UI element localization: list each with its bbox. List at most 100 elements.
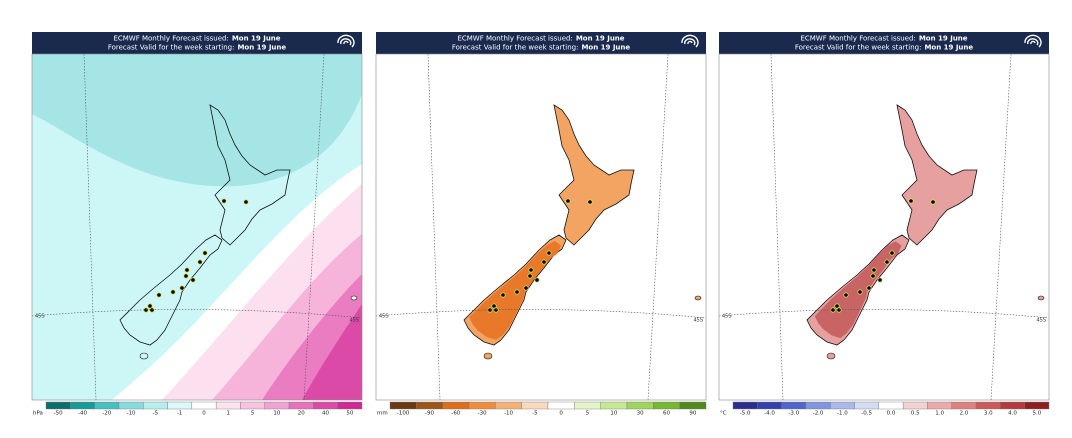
station-dot	[889, 250, 895, 256]
legend-label: -1.0	[837, 411, 848, 417]
issued-label: ECMWF Monthly Forecast issued:	[800, 35, 915, 43]
legend-swatch	[626, 401, 654, 410]
meridian	[83, 54, 97, 400]
legend-label: -60	[451, 411, 460, 417]
issued-date: Mon 19 June	[919, 35, 968, 43]
legend-swatch	[264, 401, 290, 410]
legend: mm -100 -90 -60 -30 -10 -5 0 5 10 30 60 90	[377, 401, 707, 417]
station-dot	[870, 273, 876, 279]
station-dot	[541, 259, 547, 265]
legend-label: -40	[78, 411, 87, 417]
station-dot	[587, 199, 593, 205]
lat-label: 45S	[35, 314, 45, 320]
valid-date: Mon 19 June	[237, 44, 286, 52]
legend-swatch	[240, 401, 265, 410]
logo	[1024, 34, 1042, 48]
legend-label: -4.0	[764, 411, 775, 417]
legend-swatch	[215, 401, 241, 410]
legend-label: 5.0	[1032, 411, 1041, 417]
panel-header	[719, 32, 1049, 54]
issued-date: Mon 19 June	[576, 35, 625, 43]
meridian	[990, 54, 1012, 400]
map-panel: ECMWF Monthly Forecast issued: Mon 19 Jun…	[375, 32, 707, 417]
legend-swatch	[805, 401, 831, 410]
legend-unit: °C	[720, 411, 727, 417]
logo	[337, 34, 355, 48]
issued-label: ECMWF Monthly Forecast issued:	[457, 35, 572, 43]
stewart-island	[826, 352, 836, 360]
legend-label: -5.0	[740, 411, 751, 417]
legend-label: 0.5	[911, 411, 920, 417]
parallel	[719, 309, 1049, 319]
header-valid: Forecast Valid for the week starting: Mon…	[108, 44, 287, 52]
legend-swatch	[975, 401, 1001, 410]
map-border	[31, 53, 363, 401]
station-dot	[908, 198, 914, 204]
legend-unit: hPa	[33, 411, 43, 417]
station-dot	[565, 198, 571, 204]
legend-label: -100	[397, 411, 410, 417]
map-border	[718, 53, 1050, 401]
legend-label: -3.0	[788, 411, 799, 417]
map-area: 45S 45S	[718, 53, 1050, 401]
logo-swirl	[1024, 34, 1042, 48]
legend-swatch	[468, 401, 496, 410]
legend-swatch	[830, 401, 855, 410]
legend-swatch	[313, 401, 338, 410]
legend-label: -90	[425, 411, 434, 417]
legend-swatch	[574, 401, 601, 410]
legend-label: -50	[54, 411, 63, 417]
legend-label: -30	[478, 411, 487, 417]
chatham-islands	[694, 295, 702, 301]
parallel	[376, 309, 706, 319]
panel-header	[32, 32, 362, 54]
header-valid: Forecast Valid for the week starting: Mon…	[795, 44, 974, 52]
legend-swatch	[143, 401, 168, 410]
legend-swatch	[547, 401, 575, 410]
panel-header	[376, 32, 706, 54]
station-dot	[871, 267, 877, 273]
legend-swatch	[781, 401, 807, 410]
legend-swatch	[416, 401, 443, 410]
valid-label: Forecast Valid for the week starting:	[108, 44, 235, 52]
valid-date: Mon 19 June	[581, 44, 630, 52]
legend-swatch	[732, 401, 758, 410]
legend-label: 5	[586, 411, 590, 417]
legend-swatch	[389, 401, 417, 410]
south-island-inner	[814, 241, 902, 339]
legend-label: 1.0	[935, 411, 944, 417]
header-valid: Forecast Valid for the week starting: Mon…	[452, 44, 631, 52]
legend: °C -5.0 -4.0 -3.0 -2.0 -1.0 -0.5 0.0 0.5 1.0 2.0 3.…	[720, 401, 1050, 417]
station-dot	[546, 250, 552, 256]
legend-label: -5	[532, 411, 538, 417]
meridian	[427, 54, 441, 400]
legend-label: -20	[102, 411, 111, 417]
meridian	[647, 54, 669, 400]
station-dot	[156, 292, 162, 298]
lat-label: 45S	[693, 318, 703, 324]
meridian	[303, 54, 325, 400]
station-dot	[843, 292, 849, 298]
map-panel: ECMWF Monthly Forecast issued: Mon 19 Jun…	[718, 32, 1050, 417]
legend-label: 20	[298, 411, 305, 417]
station-dot	[884, 259, 890, 265]
legend-swatch	[902, 401, 928, 410]
legend-swatch	[854, 401, 880, 410]
legend-swatch	[167, 401, 193, 410]
north-island	[896, 104, 978, 246]
legend-label: -10	[127, 411, 136, 417]
legend-label: 30	[637, 411, 644, 417]
station-dot	[491, 303, 497, 309]
lat-label: 45S	[379, 314, 389, 320]
legend-label: 40	[322, 411, 329, 417]
legend-swatch	[442, 401, 470, 410]
station-dot	[147, 303, 153, 309]
legend-swatch	[951, 401, 977, 410]
legend-swatch	[495, 401, 522, 410]
map-area: 45S 45S	[31, 53, 363, 401]
chatham-islands	[350, 295, 358, 301]
header-issued: ECMWF Monthly Forecast issued: Mon 19 Jun…	[113, 35, 280, 43]
lat-label: 45S	[349, 318, 359, 324]
legend-label: 10	[273, 411, 280, 417]
legend: hPa -50 -40 -20 -10 -5 -1 0 1 5 10 20 40 50	[33, 401, 363, 417]
